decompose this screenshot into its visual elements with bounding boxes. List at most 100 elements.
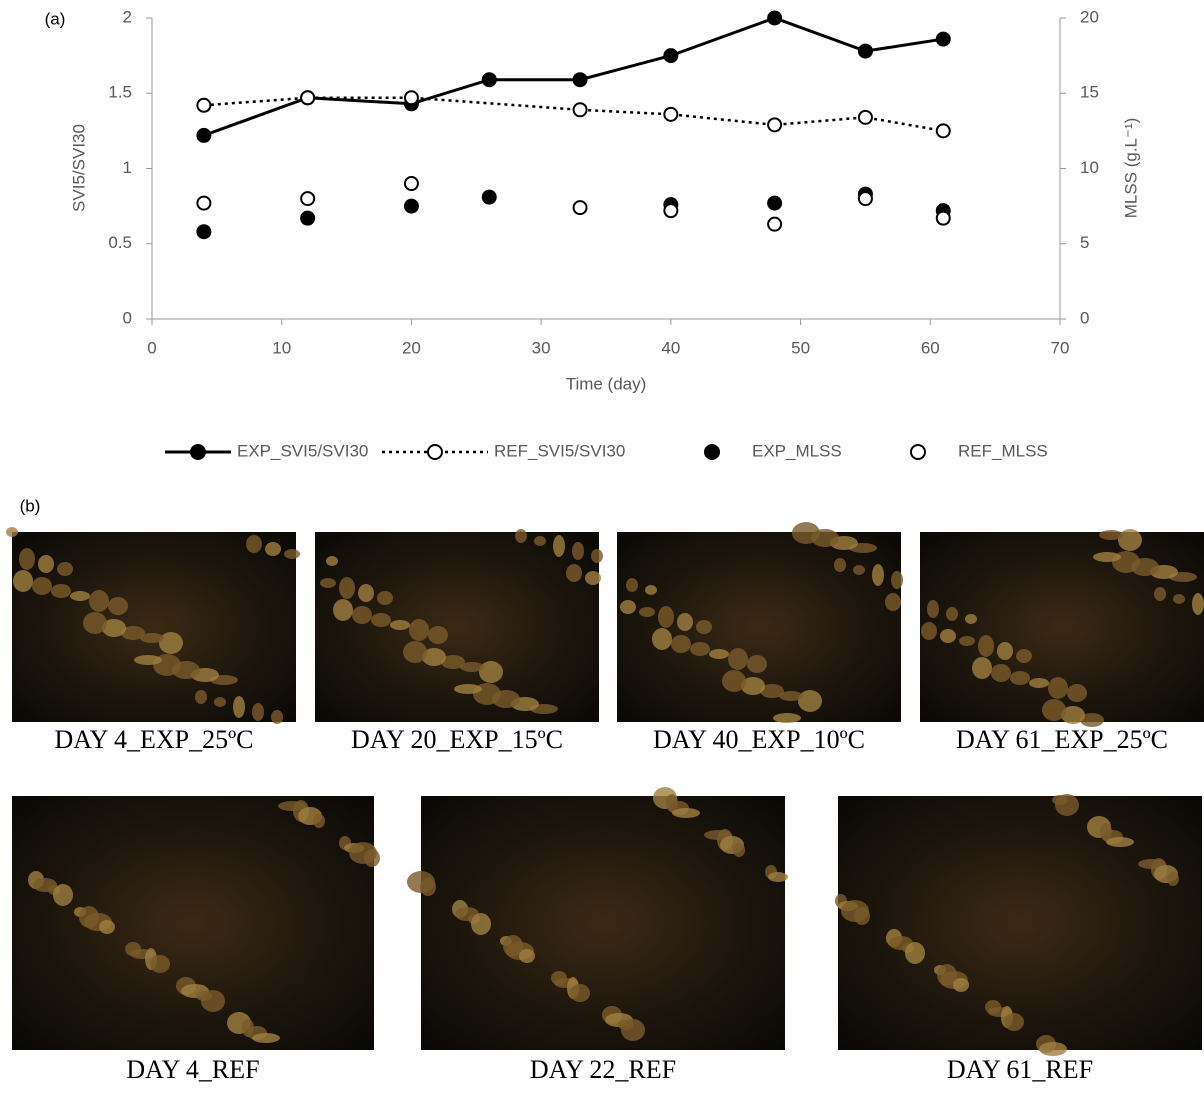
floc [1067,684,1087,702]
marker [300,90,316,106]
floc [409,619,429,641]
floc [134,655,162,665]
floc [1042,699,1066,721]
x-tick-label: 10 [272,338,291,357]
marker [857,191,873,207]
floc [652,628,672,650]
floc [32,577,52,595]
marker [767,216,783,232]
y2-tick-label: 20 [1080,7,1099,26]
floc [1106,837,1134,847]
image-caption: DAY 4_EXP_25ºC [55,725,254,754]
floc [585,571,601,585]
floc [940,629,956,643]
x-axis-title: Time (day) [566,374,647,393]
marker [663,106,679,122]
floc [252,1033,280,1043]
y2-tick-label: 5 [1080,233,1089,252]
micrograph [12,796,374,1050]
floc [978,635,994,657]
floc [377,591,393,605]
floc [639,607,655,617]
image-caption: DAY 40_EXP_10ºC [653,725,865,754]
floc [768,872,788,882]
micrograph [12,532,296,722]
x-tick-label: 20 [402,338,421,357]
marker [572,200,588,216]
floc [159,632,183,654]
floc [696,620,712,634]
floc [991,664,1011,682]
floc [99,920,115,934]
floc [672,808,700,818]
floc [214,697,226,707]
floc [284,549,300,559]
legend-marker [910,444,926,460]
marker [572,72,588,88]
marker [767,10,783,26]
floc [1173,594,1185,604]
floc [89,590,109,612]
floc [460,662,484,672]
floc [265,542,281,556]
marker [935,210,951,226]
x-tick-label: 40 [661,338,680,357]
floc [422,648,446,666]
floc [13,570,33,592]
marker [935,123,951,139]
floc [38,555,54,573]
legend-label: REF_SVI5/SVI30 [494,441,625,460]
floc [534,536,546,546]
y-axis-title: SVI5/SVI30 [69,124,88,212]
floc [471,913,491,935]
image-caption: DAY 61_EXP_25ºC [956,725,1168,754]
floc [671,635,691,653]
floc [570,984,590,1002]
floc [320,578,336,588]
floc [252,703,264,721]
floc [921,622,937,640]
legend-marker [427,444,443,460]
floc [57,562,73,576]
floc [195,690,207,704]
floc [102,619,126,637]
floc [553,535,565,557]
legend-label: EXP_MLSS [752,441,842,460]
x-tick-label: 70 [1051,338,1070,357]
x-tick-label: 60 [921,338,940,357]
y-tick-label: 0.5 [108,233,132,252]
floc [1167,872,1179,886]
floc [6,527,18,537]
floc [1192,593,1204,615]
floc [150,955,170,973]
panel-label: (a) [45,9,66,28]
marker [403,198,419,214]
floc [390,620,410,630]
y2-tick-label: 0 [1080,308,1089,327]
floc [728,648,748,670]
y2-tick-label: 10 [1080,158,1099,177]
marker [481,189,497,205]
y-tick-label: 1.5 [108,83,132,102]
floc [271,710,283,724]
floc [1039,1042,1067,1056]
marker [857,43,873,59]
legend-label: EXP_SVI5/SVI30 [237,441,368,460]
floc [108,597,128,615]
marker [663,48,679,64]
marker [481,72,497,88]
legend-marker [704,444,720,460]
floc [313,814,325,828]
marker [300,210,316,226]
legend-label: REF_MLSS [958,441,1048,460]
floc [792,522,820,544]
floc [905,942,925,964]
floc [645,585,657,595]
floc [83,612,107,634]
marker [196,224,212,240]
floc [53,884,73,906]
floc [677,613,693,631]
marker [572,102,588,118]
floc [19,548,35,570]
